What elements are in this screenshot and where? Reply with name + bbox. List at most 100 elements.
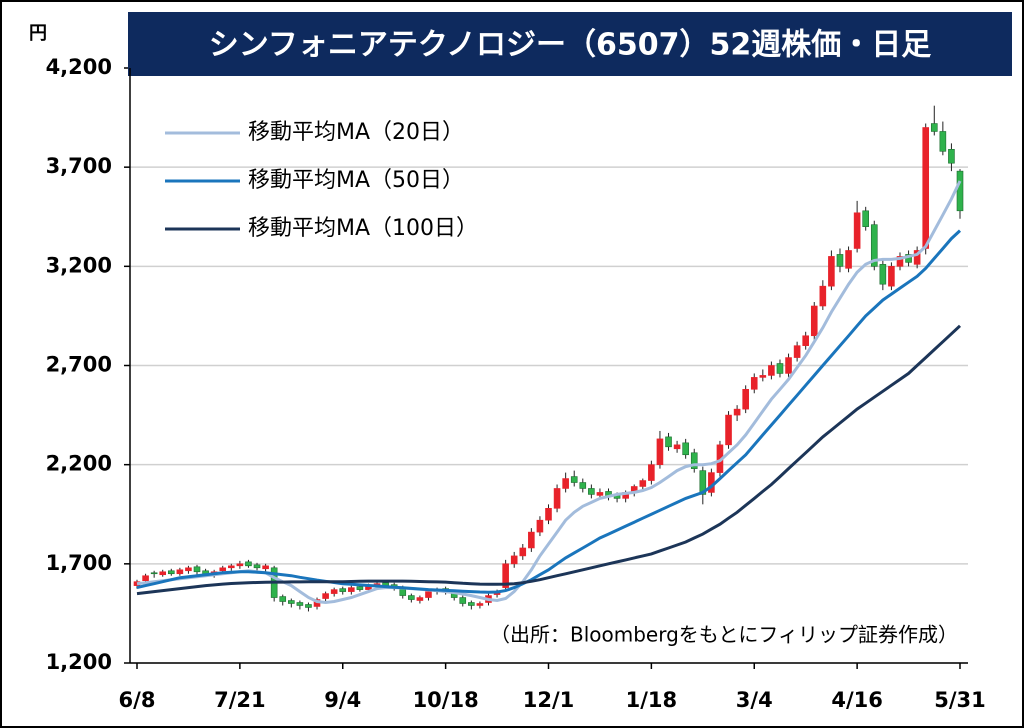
candle-body <box>845 250 852 269</box>
source-note: （出所：Bloombergをもとにフィリップ証券作成） <box>490 623 958 647</box>
legend-label: 移動平均MA（50日） <box>248 168 464 193</box>
candle-body <box>167 570 175 575</box>
candle-body <box>322 593 329 599</box>
candle-body <box>596 492 604 496</box>
candle-body <box>408 595 415 600</box>
candle-body <box>570 476 578 483</box>
candle-body <box>459 597 467 604</box>
candle-body <box>793 345 801 358</box>
candle-body <box>579 482 587 489</box>
candle-body <box>159 571 167 576</box>
candle-body <box>502 563 509 588</box>
legend-label: 移動平均MA（20日） <box>248 120 464 145</box>
candle-body <box>339 588 347 592</box>
candle-body <box>356 586 364 590</box>
x-tick-label: 7/21 <box>214 688 266 712</box>
x-tick-label: 5/31 <box>934 688 986 712</box>
candle-body <box>690 452 698 469</box>
candle-body <box>562 478 569 489</box>
candle-body <box>416 597 424 601</box>
candle-body <box>536 519 544 533</box>
candle-body <box>656 438 664 465</box>
candle-body <box>802 335 809 346</box>
y-tick-label: 1,700 <box>46 551 112 575</box>
candle-body <box>733 408 741 416</box>
candle-body <box>948 149 955 164</box>
candle-body <box>956 170 964 212</box>
legend-label: 移動平均MA（100日） <box>248 216 478 241</box>
candle-body <box>742 388 749 410</box>
y-tick-label: 3,200 <box>46 253 112 277</box>
candle-body <box>305 604 312 608</box>
candle-body <box>236 563 244 567</box>
candle-body <box>176 569 184 575</box>
candle-body <box>810 305 818 337</box>
candle-body <box>870 224 878 267</box>
candle-body <box>750 377 758 390</box>
candle-body <box>828 256 835 287</box>
candle-body <box>553 488 561 509</box>
candle-body <box>468 602 475 606</box>
candle-body <box>588 488 595 495</box>
candle-body <box>896 256 904 267</box>
candle-body <box>836 254 844 267</box>
candle-body <box>262 565 269 570</box>
candle-body <box>639 480 647 487</box>
candle-body <box>228 565 235 569</box>
candle-body <box>150 572 158 575</box>
candle-body <box>725 414 732 446</box>
candle-body <box>348 587 355 592</box>
candle-body <box>930 123 938 132</box>
x-tick-label: 10/18 <box>413 688 479 712</box>
x-tick-label: 3/4 <box>736 688 773 712</box>
candle-body <box>888 266 895 287</box>
candle-body <box>519 547 527 557</box>
ma-line <box>136 180 962 605</box>
candle-body <box>853 212 861 249</box>
ma-line <box>136 324 962 596</box>
y-tick-label: 2,700 <box>46 353 112 377</box>
candle-body <box>759 375 767 378</box>
candle-body <box>253 564 261 569</box>
candle-body <box>185 567 192 572</box>
candle-body <box>768 365 775 376</box>
candle-body <box>425 591 432 598</box>
candle-body <box>699 470 707 495</box>
chart-title: シンフォニアテクノロジー（6507）52週株価・日足 <box>209 28 932 63</box>
candle-body <box>510 555 518 565</box>
ma-line <box>136 229 962 594</box>
candle-body <box>682 442 689 456</box>
candle-body <box>785 357 792 374</box>
candle-body <box>665 436 672 448</box>
x-tick-label: 1/18 <box>626 688 678 712</box>
x-tick-label: 9/4 <box>324 688 361 712</box>
candle-body <box>288 600 295 604</box>
candle-body <box>922 127 930 249</box>
x-tick-label: 6/8 <box>119 688 156 712</box>
candle-body <box>819 285 827 307</box>
candle-body <box>528 531 535 549</box>
candle-body <box>913 250 921 265</box>
candle-body <box>296 602 304 606</box>
candle-body <box>142 575 149 581</box>
y-tick-label: 4,200 <box>46 55 112 79</box>
candle-body <box>330 589 338 594</box>
y-tick-label: 1,200 <box>46 650 112 674</box>
candle-body <box>545 507 552 521</box>
title-banner <box>128 12 1012 76</box>
unit-label: 円 <box>29 23 47 44</box>
y-tick-label: 2,200 <box>46 452 112 476</box>
candle-body <box>279 596 287 602</box>
candle-body <box>476 603 484 606</box>
candle-body <box>862 210 869 227</box>
y-tick-label: 3,700 <box>46 154 112 178</box>
candle-body <box>939 131 947 152</box>
candle-body <box>879 264 887 285</box>
candle-body <box>673 444 681 450</box>
candle-body <box>648 464 655 481</box>
candle-body <box>245 561 252 567</box>
candle-body <box>776 363 784 374</box>
